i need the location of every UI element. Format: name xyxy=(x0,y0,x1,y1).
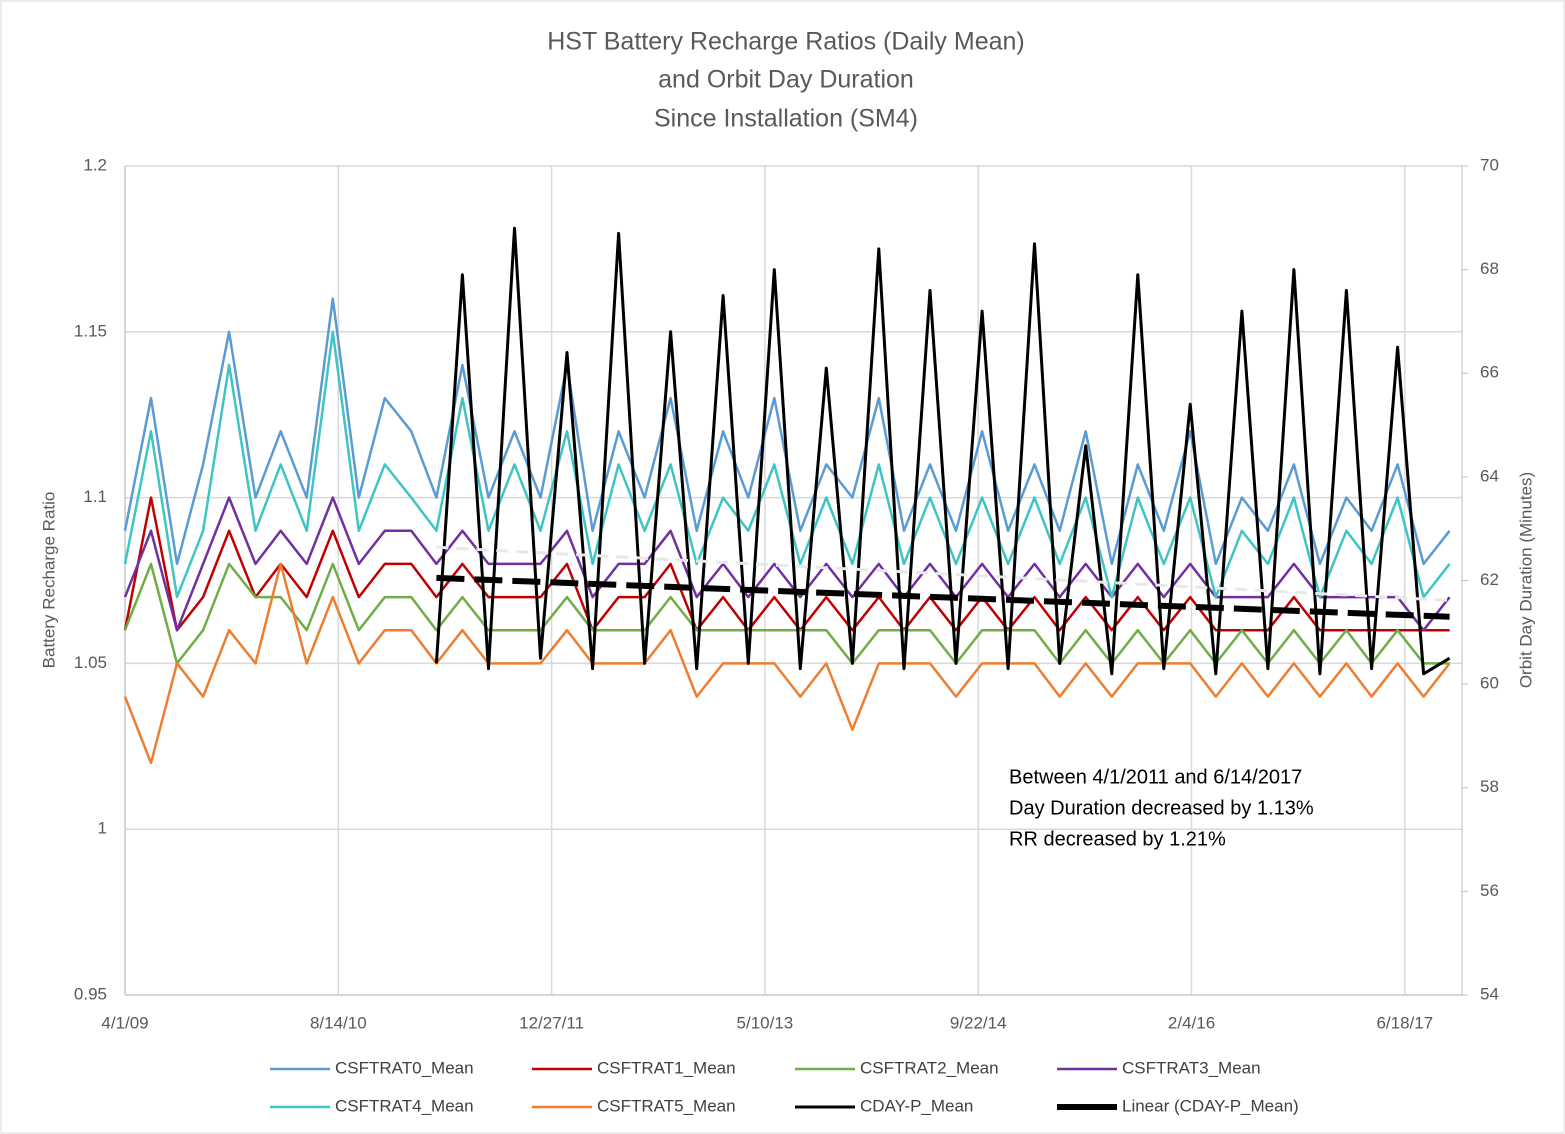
x-tick-label: 12/27/11 xyxy=(519,1013,584,1032)
y-tick-label: 1.2 xyxy=(83,155,107,174)
y-tick-label: 1.1 xyxy=(83,487,107,506)
series-line xyxy=(123,562,1450,665)
x-tick-label: 6/18/17 xyxy=(1376,1013,1433,1032)
legend-label: CSFTRAT1_Mean xyxy=(597,1058,736,1077)
legend-label: CDAY-P_Mean xyxy=(860,1096,973,1115)
series-line xyxy=(436,574,1450,620)
series-line xyxy=(123,562,1451,765)
chart-title: Since Installation (SM4) xyxy=(654,105,918,133)
series-line xyxy=(436,545,1450,602)
y2-tick-label: 68 xyxy=(1480,259,1499,278)
legend-label: CSFTRAT5_Mean xyxy=(597,1096,736,1115)
series-line xyxy=(123,330,1451,599)
x-tick-label: 9/22/14 xyxy=(950,1013,1007,1032)
x-tick-label: 4/1/09 xyxy=(101,1013,148,1032)
legend-label: CSFTRAT2_Mean xyxy=(860,1058,999,1077)
x-tick-label: 5/10/13 xyxy=(737,1013,794,1032)
series-line xyxy=(123,496,1450,632)
y2-tick-label: 58 xyxy=(1480,777,1499,796)
annotation: Day Duration decreased by 1.13% xyxy=(1009,797,1314,819)
y-tick-label: 0.95 xyxy=(74,984,107,1003)
y2-tick-label: 70 xyxy=(1480,155,1499,174)
y-tick-label: 1 xyxy=(98,819,107,838)
annotation: RR decreased by 1.21% xyxy=(1009,828,1226,850)
chart-title: HST Battery Recharge Ratios (Daily Mean) xyxy=(547,28,1025,56)
y2-tick-label: 54 xyxy=(1480,984,1499,1003)
x-tick-label: 8/14/10 xyxy=(310,1013,367,1032)
series-line xyxy=(123,496,1451,632)
legend-label: CSFTRAT3_Mean xyxy=(1122,1058,1261,1077)
legend-label: CSFTRAT4_Mean xyxy=(335,1096,474,1115)
x-tick-label: 2/4/16 xyxy=(1168,1013,1215,1032)
legend-label: CSFTRAT0_Mean xyxy=(335,1058,474,1077)
chart-title: and Orbit Day Duration xyxy=(658,66,914,94)
y2-tick-label: 66 xyxy=(1480,363,1499,382)
y-tick-label: 1.05 xyxy=(74,653,107,672)
y2-tick-label: 62 xyxy=(1480,570,1499,589)
annotation: Between 4/1/2011 and 6/14/2017 xyxy=(1009,766,1302,788)
y-tick-label: 1.15 xyxy=(74,321,107,340)
y2-axis-title: Orbit Day Duration (Minutes) xyxy=(1516,472,1535,688)
legend-label: Linear (CDAY-P_Mean) xyxy=(1122,1096,1299,1115)
series-line xyxy=(434,226,1451,676)
y2-tick-label: 60 xyxy=(1480,674,1499,693)
y2-tick-label: 56 xyxy=(1480,881,1499,900)
y-axis-title: Battery Recharge Ratio xyxy=(39,492,58,669)
y2-tick-label: 64 xyxy=(1480,466,1499,485)
